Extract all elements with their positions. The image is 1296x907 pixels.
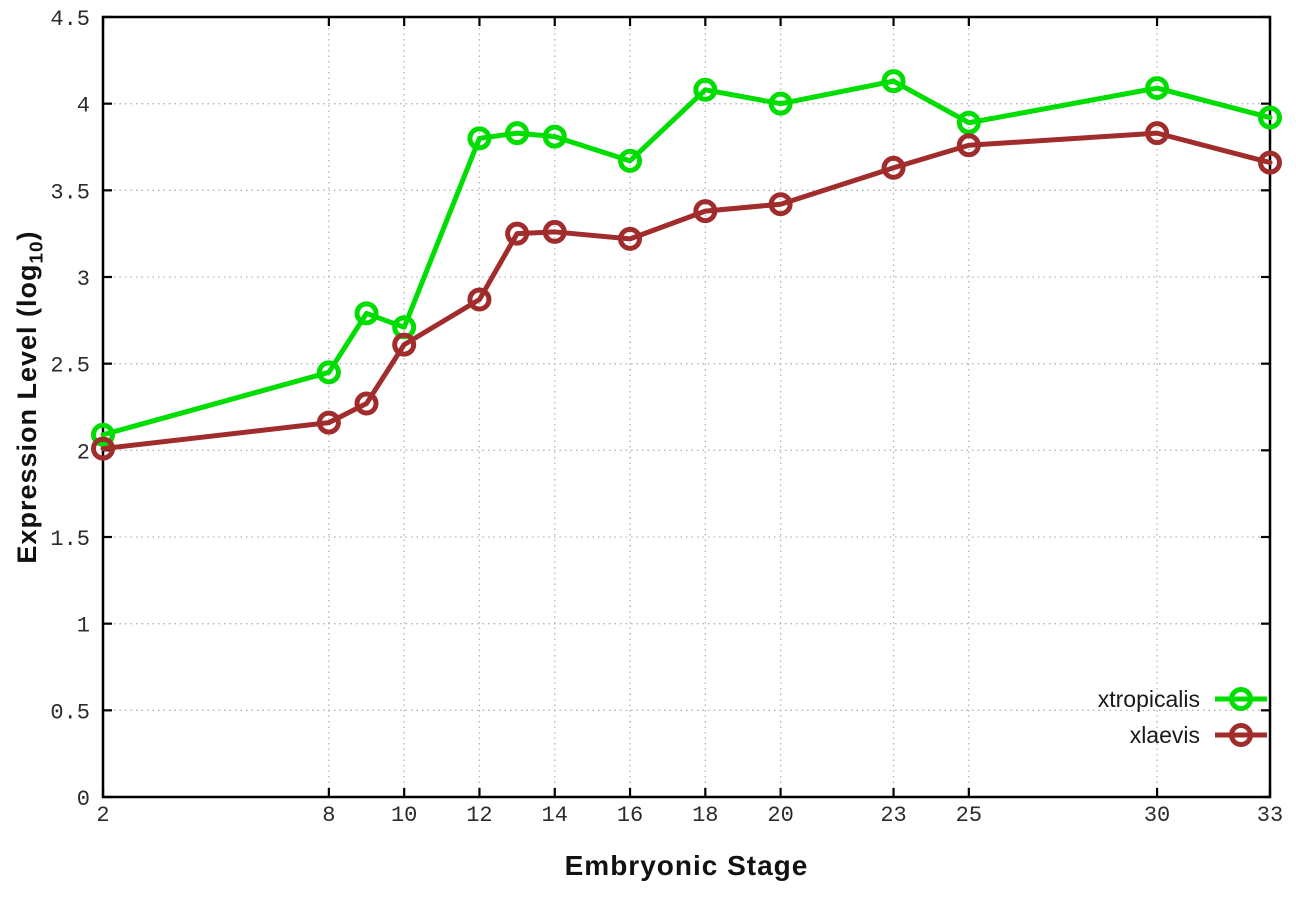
x-tick-label: 2 bbox=[96, 803, 109, 828]
data-point-xlaevis bbox=[618, 226, 643, 251]
x-tick-label: 8 bbox=[322, 803, 335, 828]
series-line-xlaevis bbox=[100, 130, 1273, 452]
x-tick-label: 18 bbox=[692, 803, 718, 828]
series-line-xtropicalis bbox=[100, 78, 1273, 438]
x-tick-label: 16 bbox=[617, 803, 643, 828]
x-tick-label: 23 bbox=[880, 803, 906, 828]
data-point-xtropicalis bbox=[1258, 105, 1282, 130]
legend-label: xlaevis bbox=[1129, 721, 1200, 748]
data-point-xlaevis bbox=[91, 436, 115, 461]
data-point-xtropicalis bbox=[505, 121, 530, 146]
line-marker-icon bbox=[1215, 687, 1267, 711]
y-tick-label: 1.5 bbox=[50, 527, 90, 552]
x-tick-label: 30 bbox=[1144, 803, 1170, 828]
line-marker-icon bbox=[1215, 723, 1267, 747]
x-tick-label: 20 bbox=[767, 803, 793, 828]
data-point-xlaevis bbox=[467, 287, 492, 312]
y-tick-label: 0.5 bbox=[50, 700, 90, 725]
data-point-xlaevis bbox=[316, 410, 341, 435]
data-point-xlaevis bbox=[392, 332, 417, 357]
x-tick-label: 12 bbox=[466, 803, 492, 828]
data-point-xtropicalis bbox=[693, 77, 718, 102]
y-tick-label: 3.5 bbox=[50, 180, 90, 205]
data-point-xlaevis bbox=[1258, 150, 1282, 175]
data-point-xlaevis bbox=[956, 133, 981, 158]
x-tick-label: 33 bbox=[1257, 803, 1283, 828]
data-point-xlaevis bbox=[693, 199, 718, 224]
data-point-xlaevis bbox=[768, 192, 793, 217]
y-tick-label: 3 bbox=[77, 267, 90, 292]
y-tick-label: 2 bbox=[77, 440, 90, 465]
data-point-xtropicalis bbox=[91, 422, 115, 447]
data-point-xtropicalis bbox=[768, 91, 793, 116]
x-tick-label: 25 bbox=[956, 803, 982, 828]
data-point-xlaevis bbox=[542, 219, 567, 244]
y-tick-label: 0 bbox=[77, 787, 90, 812]
data-point-xtropicalis bbox=[881, 69, 906, 94]
plot-border bbox=[101, 15, 1272, 799]
data-point-xtropicalis bbox=[956, 110, 981, 135]
data-point-xlaevis bbox=[354, 391, 379, 416]
y-tick-label: 4.5 bbox=[50, 7, 90, 32]
legend-entry-xlaevis: xlaevis bbox=[1130, 720, 1270, 750]
data-point-xtropicalis bbox=[354, 301, 379, 326]
y-axis-title-text: Expression Level (log bbox=[12, 263, 42, 564]
y-axis-title: Expression Level (log10) bbox=[7, 97, 47, 697]
x-axis-title: Embryonic Stage bbox=[564, 850, 809, 881]
legend-entry-xtropicalis: xtropicalis bbox=[1098, 684, 1270, 714]
data-point-xtropicalis bbox=[618, 148, 643, 173]
legend-label: xtropicalis bbox=[1097, 685, 1200, 712]
x-tick-label: 10 bbox=[391, 803, 417, 828]
y-tick-label: 2.5 bbox=[50, 354, 90, 379]
data-point-xtropicalis bbox=[542, 124, 567, 149]
legend: xtropicalis xlaevis bbox=[1098, 684, 1270, 750]
y-tick-label: 4 bbox=[77, 94, 90, 119]
data-point-xtropicalis bbox=[1145, 76, 1170, 101]
data-point-xlaevis bbox=[1145, 121, 1170, 146]
y-axis-title-close: ) bbox=[12, 230, 42, 241]
y-axis-title-subscript: 10 bbox=[26, 240, 48, 264]
x-tick-label: 14 bbox=[542, 803, 568, 828]
data-point-xlaevis bbox=[881, 155, 906, 180]
y-tick-label: 1 bbox=[77, 614, 90, 639]
data-point-xtropicalis bbox=[467, 126, 492, 151]
data-point-xlaevis bbox=[505, 221, 530, 246]
data-point-xtropicalis bbox=[316, 360, 341, 385]
